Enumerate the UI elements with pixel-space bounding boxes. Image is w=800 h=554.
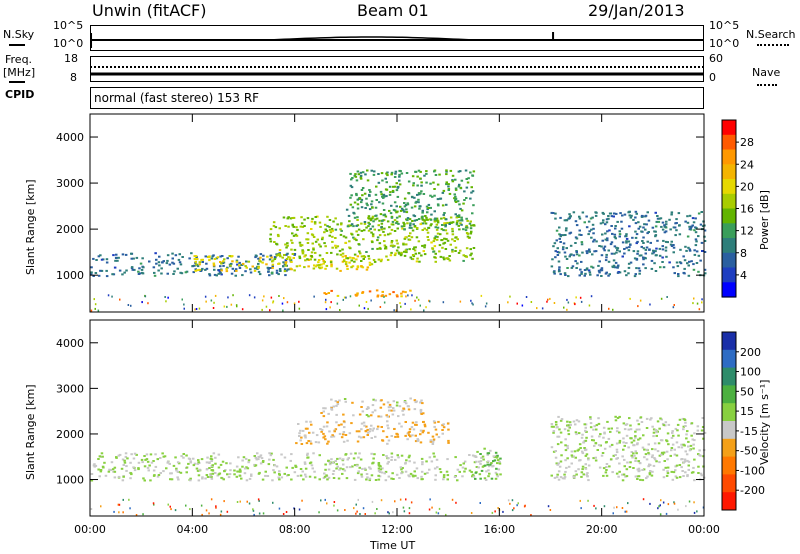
cpid-label: CPID <box>5 88 35 101</box>
freq-legend-line <box>9 81 25 83</box>
power-colorbar-segment <box>722 208 736 224</box>
velocity-colorbar-segment <box>722 456 736 475</box>
velocity-colorbar-tick-label: -200 <box>740 484 765 497</box>
velocity-colorbar-frame <box>721 331 737 511</box>
velocity-colorbar-segment <box>722 385 736 404</box>
velocity-colorbar-segment <box>722 403 736 422</box>
velocity-colorbar-tick-label: 15 <box>740 405 754 418</box>
noise-left-tick-bottom: 10^0 <box>53 37 84 50</box>
power-colorbar-tick-label: 24 <box>740 158 754 171</box>
power-colorbar-segment <box>722 282 736 298</box>
velocity-colorbar-tick-label: -100 <box>740 464 765 477</box>
freq-panel <box>90 56 704 82</box>
power-colorbar-tick-label: 20 <box>740 180 754 193</box>
noise-search-label: N.Search <box>746 28 796 41</box>
station-title: Unwin (fitACF) <box>92 1 207 20</box>
freq-right-tick-bottom: 0 <box>709 71 716 84</box>
velocity-ytick-label: 3000 <box>56 382 84 395</box>
power-colorbar-segment <box>722 120 736 136</box>
cpid-mode: normal (fast stereo) 153 RF <box>94 91 260 105</box>
power-colorbar-segment <box>722 238 736 254</box>
freq-left-tick-bottom: 8 <box>70 71 77 84</box>
power-colorbar-segment <box>722 149 736 165</box>
nave-legend-line <box>757 84 777 86</box>
velocity-ytick-label: 1000 <box>56 474 84 487</box>
time-axis-label: Time UT <box>370 539 416 552</box>
noise-right-tick-top: 10^5 <box>709 19 740 32</box>
power-colorbar-tick-label: 4 <box>740 269 747 282</box>
freq-unit-label: [MHz] <box>3 66 36 79</box>
power-ytick-label: 3000 <box>56 177 84 190</box>
xtick-label: 20:00 <box>586 523 618 536</box>
power-colorbar-segment <box>722 223 736 239</box>
noise-sky-legend-line <box>9 44 25 46</box>
noise-sky-label: N.Sky <box>3 28 35 41</box>
power-panel-echoes <box>90 169 707 312</box>
power-ytick-label: 2000 <box>56 223 84 236</box>
power-colorbar-tick-label: 28 <box>740 136 754 149</box>
noise-daytime-hump <box>269 36 474 41</box>
velocity-colorbar-tick-label: 100 <box>740 366 761 379</box>
velocity-ytick-label: 4000 <box>56 337 84 350</box>
power-colorbar-segment <box>722 193 736 210</box>
power-colorbar-segment <box>722 267 736 283</box>
velocity-colorbar-segment <box>722 332 736 351</box>
freq-right-tick-top: 60 <box>709 52 723 65</box>
power-colorbar-tick-label: 8 <box>740 247 747 260</box>
power-colorbar-segment <box>722 134 736 151</box>
xtick-label: 16:00 <box>483 523 515 536</box>
velocity-colorbar-segment <box>722 367 736 386</box>
nave-label: Nave <box>752 66 781 79</box>
noise-search-legend-line <box>757 44 789 46</box>
velocity-colorbar-segment <box>722 421 736 440</box>
velocity-colorbar-segment <box>722 349 736 369</box>
velocity-colorbar-tick-label: 200 <box>740 346 761 359</box>
velocity-panel-background <box>90 320 704 516</box>
xtick-label: 12:00 <box>381 523 413 536</box>
velocity-colorbar-tick-label: 50 <box>740 385 754 398</box>
noise-panel <box>90 25 704 51</box>
power-ytick-label: 4000 <box>56 131 84 144</box>
velocity-panel-echoes <box>90 397 707 516</box>
date-label: 29/Jan/2013 <box>588 1 685 20</box>
velocity-colorbar-segment <box>722 492 736 511</box>
noise-right-tick-bottom: 10^0 <box>709 37 740 50</box>
beam-label: Beam 01 <box>357 1 429 20</box>
xtick-label: 04:00 <box>176 523 208 536</box>
power-colorbar-segment <box>722 164 736 180</box>
noise-left-tick-top: 10^5 <box>53 19 84 32</box>
power-colorbar-segment <box>722 252 736 269</box>
power-colorbar-tick-label: 12 <box>740 225 754 238</box>
freq-label: Freq. <box>5 53 33 66</box>
velocity-ytick-label: 2000 <box>56 428 84 441</box>
velocity-colorbar-segment <box>722 474 736 493</box>
velocity-colorbar-tick-label: -50 <box>740 445 758 458</box>
xtick-label: 08:00 <box>279 523 311 536</box>
power-colorbar-segment <box>722 179 736 195</box>
velocity-colorbar-tick-label: -15 <box>740 425 758 438</box>
power-ytick-label: 1000 <box>56 269 84 282</box>
xtick-label: 00:00 <box>74 523 106 536</box>
xtick-label: 00:00 <box>688 523 720 536</box>
power-colorbar-tick-label: 16 <box>740 203 754 216</box>
freq-left-tick-top: 18 <box>64 52 78 65</box>
cpid-panel <box>90 87 704 109</box>
velocity-colorbar-segment <box>722 438 736 458</box>
